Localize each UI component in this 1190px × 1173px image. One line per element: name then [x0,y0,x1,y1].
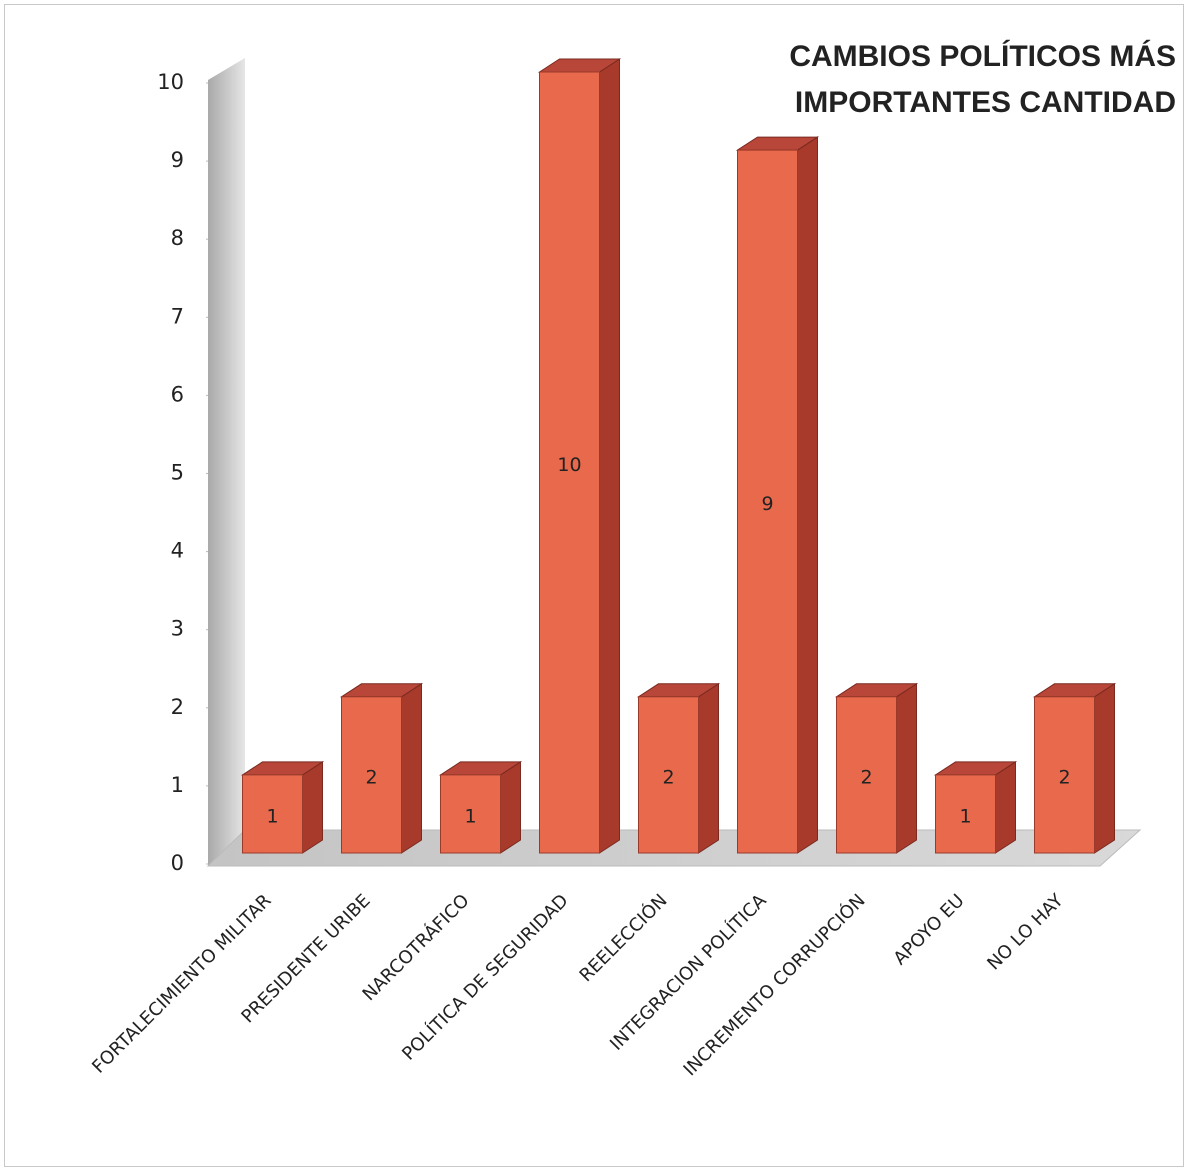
value-label: 9 [761,493,773,515]
bar [836,696,897,854]
value-label: 10 [557,454,581,476]
value-label: 2 [1058,766,1070,788]
x-tick-label: NARCOTRÁFICO [358,890,474,1006]
x-tick-label: REELECCIÓN [575,890,672,987]
bar-side [401,682,422,854]
y-tick-label: 6 [171,382,184,406]
y-tick-label: 8 [171,226,184,250]
bar [638,696,699,854]
x-tick-label: POLÍTICA DE SEGURIDAD [397,890,572,1065]
y-tick-label: 2 [171,695,184,719]
bar-side [995,760,1016,854]
x-tick-label: NO LO HAY [983,890,1068,975]
y-tick-label: 9 [171,148,184,172]
value-label: 2 [860,766,872,788]
bar-side [1094,682,1115,854]
bar [341,696,402,854]
y-tick-label: 7 [171,304,184,328]
y-tick-label: 4 [171,539,184,563]
x-tick-label: INTEGRACION POLÍTICA [605,889,771,1055]
value-label: 2 [662,766,674,788]
x-tick-label: APOYO EU [890,890,969,969]
chart-frame [4,4,1184,1167]
x-tick-label: INCREMENTO CORRUPCIÓN [679,890,870,1081]
y-tick-label: 0 [171,851,184,875]
y-tick-label: 5 [171,461,184,485]
bar [737,149,798,854]
bar-side [500,760,521,854]
value-label: 1 [959,805,971,827]
bar [1034,696,1095,854]
bar-side [797,136,818,854]
value-label: 2 [365,766,377,788]
bar-side [698,682,719,854]
y-tick-label: 1 [171,773,184,797]
back-wall [208,58,245,866]
bar [935,774,996,854]
bar [242,774,303,854]
bar-side [599,58,620,854]
y-tick-label: 3 [171,617,184,641]
x-tick-label: FORTALECIMIENTO MILITAR [88,890,275,1077]
value-label: 1 [266,805,278,827]
chart-title: CAMBIOS POLÍTICOS MÁS IMPORTANTES CANTID… [789,40,1176,119]
bar [539,71,600,854]
bar-side [896,682,917,854]
bar-side [302,760,323,854]
value-label: 1 [464,805,476,827]
y-tick-label: 10 [157,70,184,94]
bar [440,774,501,854]
